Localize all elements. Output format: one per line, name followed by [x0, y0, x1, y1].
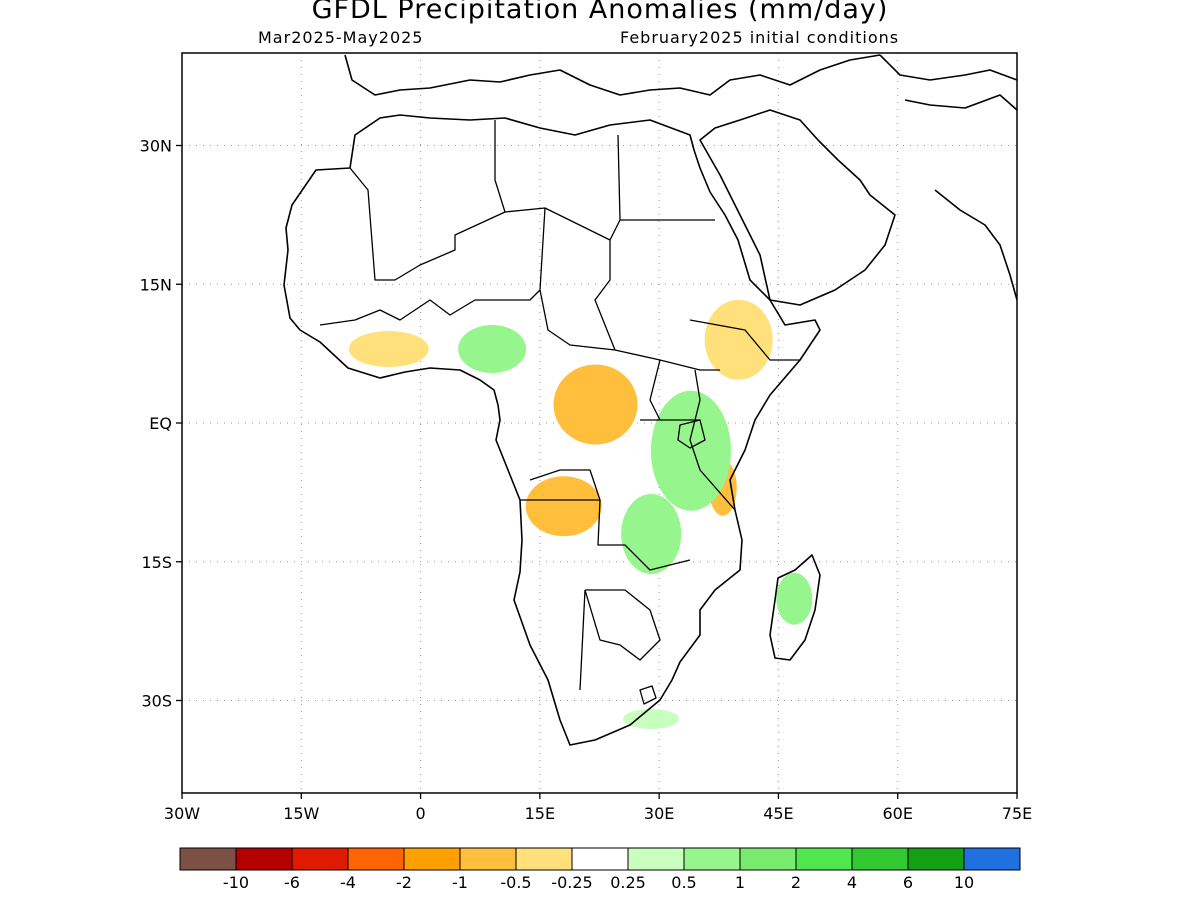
forecast-period: Mar2025-May2025	[258, 28, 424, 47]
colorbar-label: -6	[284, 873, 300, 892]
colorbar-swatch	[963, 847, 1021, 871]
map-title: GFDL Precipitation Anomalies (mm/day)	[311, 0, 889, 25]
lat-tick-label: EQ	[149, 414, 172, 433]
anomaly-madagascar-wet	[776, 572, 813, 625]
africa-coastline	[283, 114, 821, 746]
colorbar-label: -0.5	[500, 873, 531, 892]
colorbar-swatch	[907, 847, 965, 871]
coastlines-and-borders	[283, 54, 1017, 746]
map-gridlines	[182, 53, 1017, 793]
colorbar-swatch	[347, 847, 405, 871]
map-axes: 30W 15W 0 15E 30E 45E 60E 75E 30N 15N EQ 15S 30S	[140, 137, 1033, 824]
lesotho-border	[639, 685, 657, 705]
colorbar-swatch	[571, 847, 629, 871]
colorbar-label: 1	[735, 873, 745, 892]
anomaly-east-africa-wet	[650, 390, 731, 511]
anomaly-west-africa-dry	[348, 331, 429, 367]
colorbar-swatch	[179, 847, 237, 871]
lon-tick-label: 45E	[763, 804, 793, 823]
madagascar-coastline	[769, 554, 821, 661]
anomaly-angola-dry	[525, 476, 602, 537]
lon-tick-label: 30E	[644, 804, 674, 823]
colorbar-label: -4	[340, 873, 356, 892]
lat-tick-label: 30S	[141, 692, 172, 711]
country-borders	[319, 120, 800, 691]
colorbar-label: -2	[396, 873, 412, 892]
arabia-coastline	[699, 109, 896, 306]
lake-victoria	[677, 419, 706, 449]
colorbar-swatch	[851, 847, 909, 871]
colorbar-swatch	[683, 847, 741, 871]
colorbar: -10 -6 -4 -2 -1 -0.5 -0.25 0.25 0.5 1 2 4 6 10	[179, 847, 1021, 892]
lon-tick-label: 0	[415, 804, 425, 823]
colorbar-label: -1	[452, 873, 468, 892]
lon-tick-label: 15W	[283, 804, 319, 823]
anomaly-south-africa-wet	[623, 709, 680, 729]
colorbar-label: 2	[791, 873, 801, 892]
colorbar-label: 4	[847, 873, 857, 892]
lon-tick-label: 60E	[882, 804, 912, 823]
lon-tick-label: 75E	[1002, 804, 1032, 823]
anomaly-central-africa-dry	[553, 364, 638, 445]
colorbar-swatch	[291, 847, 349, 871]
lat-tick-label: 15N	[140, 275, 172, 294]
lon-tick-label: 15E	[525, 804, 555, 823]
colorbar-swatch	[235, 847, 293, 871]
colorbar-label: 0.5	[671, 873, 696, 892]
asia-coastline	[879, 54, 1017, 301]
lon-tick-label: 30W	[164, 804, 200, 823]
europe-coastline	[344, 54, 881, 96]
colorbar-swatch	[739, 847, 797, 871]
colorbar-swatch	[795, 847, 853, 871]
colorbar-swatch	[459, 847, 517, 871]
anomaly-zambia-wet	[621, 494, 682, 574]
colorbar-swatch	[515, 847, 573, 871]
colorbar-label: -10	[223, 873, 249, 892]
colorbar-swatch	[627, 847, 685, 871]
colorbar-label: 0.25	[610, 873, 646, 892]
colorbar-label: -0.25	[551, 873, 592, 892]
lat-tick-label: 15S	[141, 553, 172, 572]
anomaly-ethiopia-dry	[704, 299, 773, 380]
colorbar-label: 10	[954, 873, 974, 892]
colorbar-swatch	[403, 847, 461, 871]
anomaly-shading	[348, 299, 813, 729]
colorbar-label: 6	[903, 873, 913, 892]
lat-tick-label: 30N	[140, 137, 172, 156]
anomaly-nigeria-wet	[458, 325, 527, 373]
initial-conditions: February2025 initial conditions	[620, 28, 900, 47]
